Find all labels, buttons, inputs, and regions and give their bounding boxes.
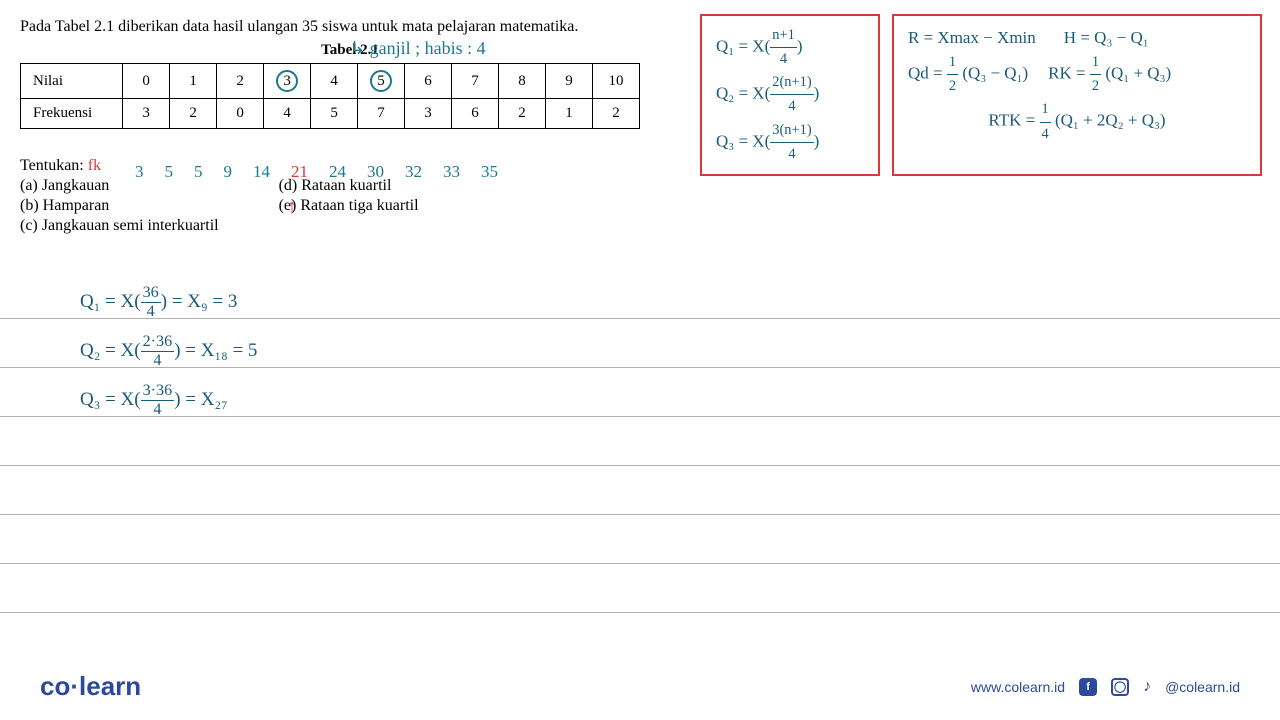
cell: 4 — [264, 99, 311, 129]
cell: 10 — [592, 64, 639, 99]
table-row-frekuensi: Frekuensi 3 2 0 4 5 7 3 6 2 1 2 — [21, 99, 640, 129]
cell: 3 — [123, 99, 170, 129]
formula-line: Qd = 12 (Q₃ − Q₁) — [908, 51, 1028, 98]
formula-line: R = Xmax − Xmin — [908, 24, 1036, 51]
arrow-annotation: ↑ — [287, 196, 297, 219]
fk-value: 24 — [329, 162, 346, 182]
cell: 5 — [358, 64, 405, 99]
fk-cumulative-row: 3 5 5 9 14 21 24 30 32 33 35 — [30, 162, 498, 182]
problem-text: Pada Tabel 2.1 diberikan data hasil ulan… — [20, 18, 680, 36]
data-table: Nilai 0 1 2 3 4 5 6 7 8 9 10 Frekuensi 3… — [20, 63, 640, 129]
footer-right: www.colearn.id f ◯ ♪ @colearn.id — [971, 678, 1240, 696]
ganjil-annotation: ↳ ganjil ; habis : 4 — [350, 38, 486, 59]
fk-value: 32 — [405, 162, 422, 182]
cell: 1 — [170, 64, 217, 99]
circled-value: 5 — [370, 70, 392, 92]
formula-line: Q₃ = X(3(n+1)4) — [716, 119, 864, 166]
range-formula-box: R = Xmax − Xmin H = Q₃ − Q₁ Qd = 12 (Q₃ … — [892, 14, 1262, 176]
cell: 7 — [452, 64, 499, 99]
cell: 9 — [546, 64, 593, 99]
fk-value: 33 — [443, 162, 460, 182]
cell: 8 — [499, 64, 546, 99]
calculation-line: Q₁ = X(364) = X₉ = 3 — [80, 284, 237, 321]
fk-value: 3 — [135, 162, 144, 182]
cell: 4 — [311, 64, 358, 99]
tiktok-icon: ♪ — [1143, 678, 1151, 696]
cell: 6 — [405, 64, 452, 99]
question-item: (c) Jangkauan semi interkuartil — [20, 217, 219, 235]
fk-value: 21 — [291, 162, 308, 182]
instagram-icon: ◯ — [1111, 678, 1129, 696]
cell: 5 — [311, 99, 358, 129]
quartile-formula-box: Q₁ = X(n+14) Q₂ = X(2(n+1)4) Q₃ = X(3(n+… — [700, 14, 880, 176]
formula-boxes: Q₁ = X(n+14) Q₂ = X(2(n+1)4) Q₃ = X(3(n+… — [700, 14, 1262, 176]
cell: 2 — [170, 99, 217, 129]
cell: 0 — [217, 99, 264, 129]
cell: 1 — [546, 99, 593, 129]
footer-url: www.colearn.id — [971, 679, 1065, 695]
cell: 2 — [217, 64, 264, 99]
cell: 3 — [264, 64, 311, 99]
formula-line: Q₁ = X(n+14) — [716, 24, 864, 71]
logo: co·learn — [40, 671, 141, 702]
row-label: Frekuensi — [21, 99, 123, 129]
cell: 7 — [358, 99, 405, 129]
calculation-line: Q₃ = X(3·364) = X₂₇ — [80, 382, 228, 419]
cell: 6 — [452, 99, 499, 129]
cell: 0 — [123, 64, 170, 99]
calculation-line: Q₂ = X(2·364) = X₁₈ = 5 — [80, 333, 257, 370]
question-item: (e) Rataan tiga kuartil — [279, 197, 419, 215]
lined-paper: Q₁ = X(364) = X₉ = 3 Q₂ = X(2·364) = X₁₈… — [0, 270, 1280, 613]
cell: 2 — [499, 99, 546, 129]
formula-line: Q₂ = X(2(n+1)4) — [716, 71, 864, 118]
fk-value: 5 — [194, 162, 203, 182]
problem-area: Pada Tabel 2.1 diberikan data hasil ulan… — [20, 18, 680, 237]
row-label: Nilai — [21, 64, 123, 99]
fk-value: 35 — [481, 162, 498, 182]
formula-line: RK = 12 (Q₁ + Q₃) — [1048, 51, 1171, 98]
footer-handle: @colearn.id — [1165, 679, 1240, 695]
fk-value: 5 — [165, 162, 174, 182]
cell: 2 — [592, 99, 639, 129]
cell: 3 — [405, 99, 452, 129]
question-item: (b) Hamparan — [20, 197, 219, 215]
formula-line: RTK = 14 (Q₁ + 2Q₂ + Q₃) — [908, 98, 1246, 145]
table-row-nilai: Nilai 0 1 2 3 4 5 6 7 8 9 10 — [21, 64, 640, 99]
facebook-icon: f — [1079, 678, 1097, 696]
formula-line: H = Q₃ − Q₁ — [1064, 24, 1149, 51]
footer: co·learn www.colearn.id f ◯ ♪ @colearn.i… — [0, 671, 1280, 702]
fk-value: 14 — [253, 162, 270, 182]
fk-value: 9 — [224, 162, 233, 182]
circled-value: 3 — [276, 70, 298, 92]
fk-value: 30 — [367, 162, 384, 182]
